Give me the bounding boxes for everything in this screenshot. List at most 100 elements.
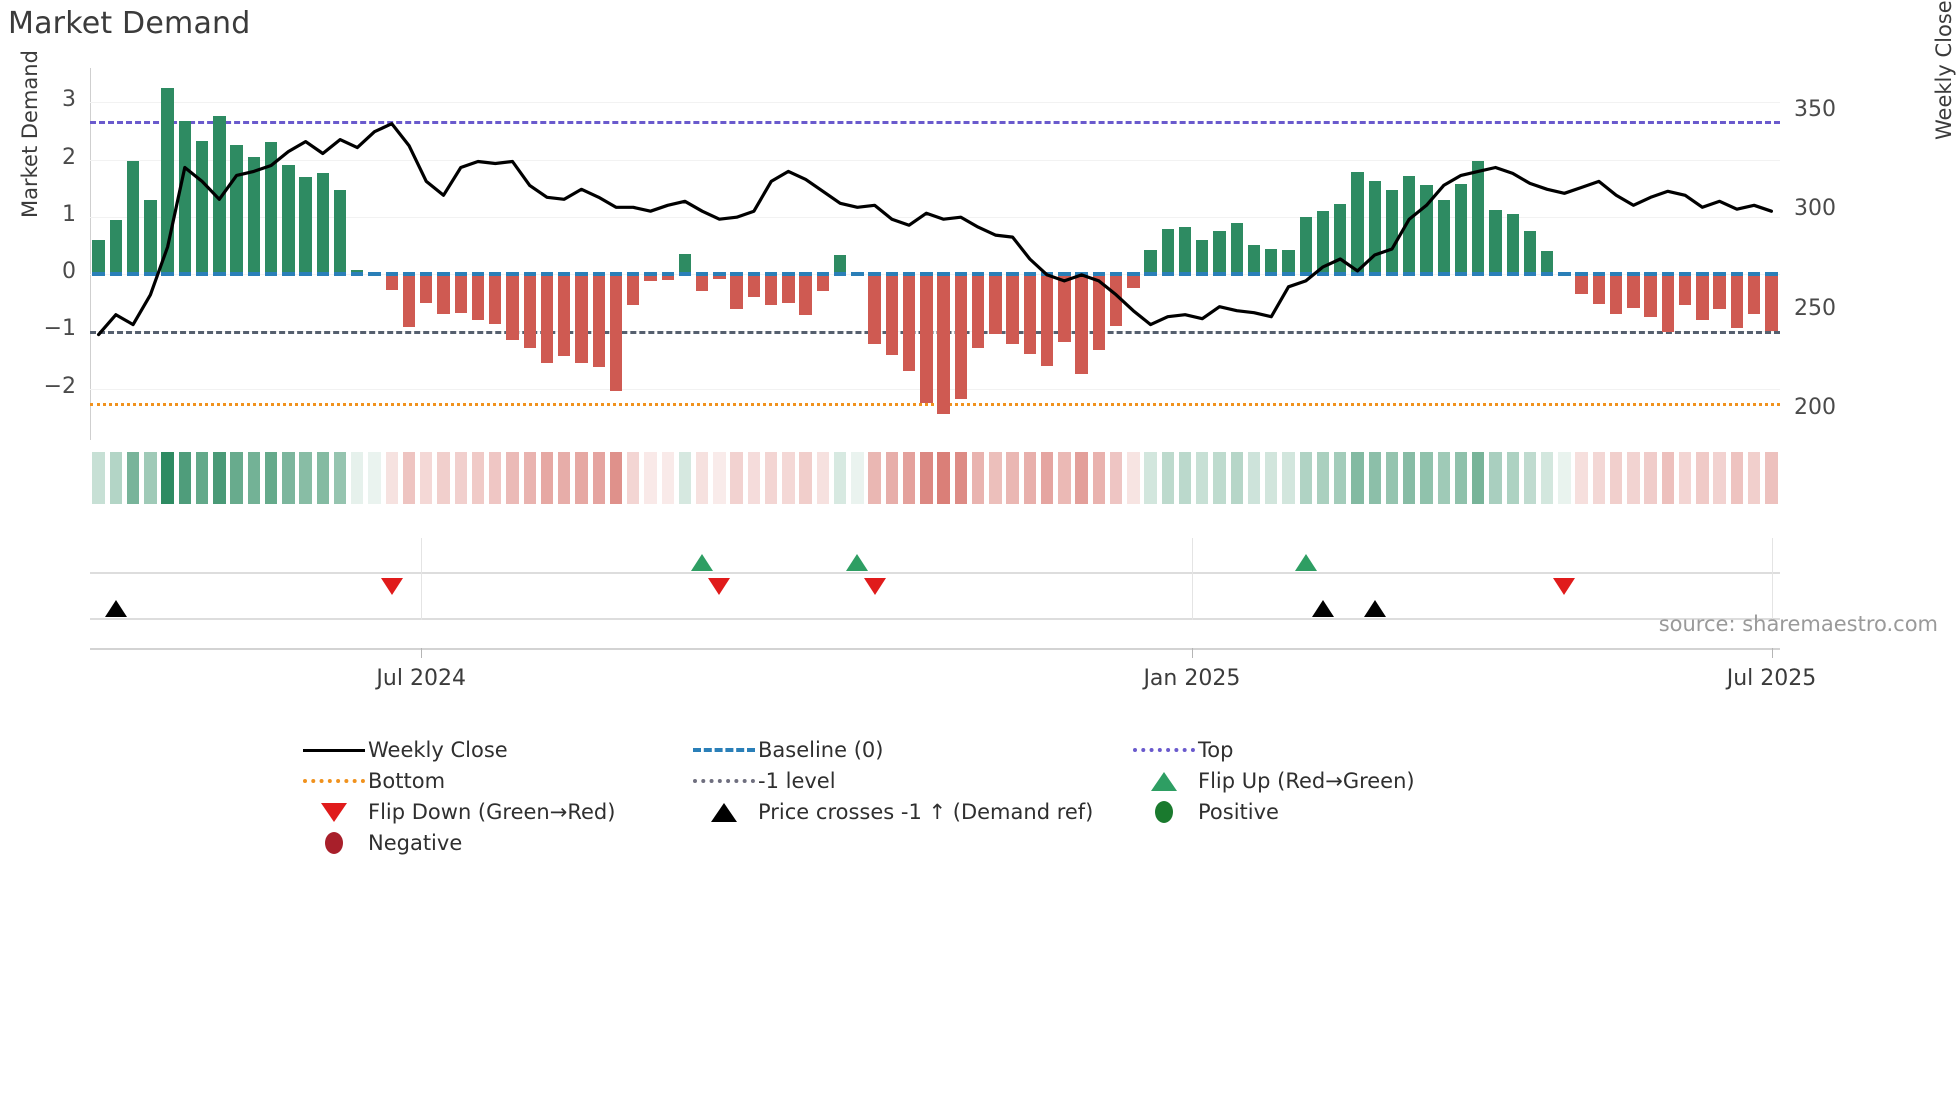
heat-strip-cell	[954, 452, 968, 504]
legend-item-top: Top	[1130, 735, 1630, 765]
baseline-segment	[1420, 272, 1433, 277]
heat-strip-cell	[1040, 452, 1054, 504]
heat-strip-cell	[540, 452, 554, 504]
left-axis-title: Market Demand	[18, 50, 42, 218]
heat-strip-cell	[385, 452, 398, 504]
heat-strip-cell	[868, 452, 881, 504]
baseline-segment	[247, 272, 261, 277]
heat-strip-cell	[1609, 452, 1623, 504]
gridline-y-0	[90, 102, 1780, 104]
heat-strip-cell	[1385, 452, 1399, 504]
demand-bar	[213, 115, 226, 275]
x-tick	[1191, 648, 1193, 658]
baseline-segment	[1713, 272, 1726, 277]
positive-dot-icon	[1155, 801, 1173, 823]
baseline-segment	[868, 272, 881, 277]
heat-strip-cell	[1247, 452, 1261, 504]
demand-bar	[144, 199, 157, 275]
heat-strip-cell	[816, 452, 830, 504]
demand-heat-strip	[90, 452, 1780, 504]
baseline-segment	[713, 272, 726, 277]
left-tick-label: −1	[43, 316, 76, 342]
demand-bar	[1575, 274, 1588, 295]
demand-bar	[1265, 248, 1278, 275]
demand-bar	[661, 274, 674, 280]
baseline-segment	[730, 272, 743, 277]
heat-strip-cell	[368, 452, 381, 504]
heat-strip-cell	[264, 452, 278, 504]
legend-label: -1 level	[758, 769, 836, 793]
demand-bar	[1472, 160, 1485, 275]
heat-strip-cell	[1196, 452, 1209, 504]
demand-bar	[937, 274, 950, 415]
demand-bar	[971, 274, 985, 349]
heat-strip-cell	[937, 452, 950, 504]
demand-bar	[1161, 229, 1174, 274]
baseline-segment	[1109, 272, 1123, 277]
right-tick-label: 350	[1794, 96, 1836, 122]
flip-down-marker	[708, 578, 731, 595]
gridline-y-3	[90, 274, 1780, 275]
legend-swatch	[690, 802, 758, 822]
heat-strip-cell	[1316, 452, 1330, 504]
demand-bar	[299, 176, 312, 275]
baseline-segment	[454, 272, 467, 277]
demand-bar	[1368, 181, 1381, 275]
heat-strip-cell	[989, 452, 1002, 504]
baseline-segment	[1575, 272, 1588, 277]
baseline-segment	[1540, 272, 1554, 277]
legend-label: Positive	[1198, 800, 1279, 824]
baseline-segment	[1368, 272, 1381, 277]
legend-label: Price crosses -1 ↑ (Demand ref)	[758, 800, 1094, 824]
baseline-segment	[1161, 272, 1174, 277]
flip-down-marker	[1553, 578, 1576, 595]
heat-strip-cell	[92, 452, 105, 504]
baseline-segment	[971, 272, 985, 277]
heat-strip-cell	[678, 452, 692, 504]
flip-down-marker	[380, 578, 403, 595]
demand-bar	[523, 274, 536, 349]
baseline-segment	[1472, 272, 1485, 277]
legend-item-minus1: -1 level	[690, 766, 1130, 796]
baseline-segment	[1696, 272, 1709, 277]
demand-bar	[868, 274, 881, 344]
demand-bar	[506, 274, 519, 340]
heat-strip-cell	[1127, 452, 1140, 504]
legend-item-price-cross: Price crosses -1 ↑ (Demand ref)	[690, 797, 1130, 827]
baseline-segment	[1437, 272, 1450, 277]
baseline-segment	[1144, 272, 1157, 277]
demand-bar	[195, 140, 209, 275]
legend-label: Bottom	[368, 769, 446, 793]
baseline-segment	[644, 272, 657, 277]
baseline-segment	[989, 272, 1002, 277]
heat-strip-cell	[782, 452, 795, 504]
baseline-segment	[575, 272, 588, 277]
demand-bar	[454, 274, 467, 313]
heat-strip-cell	[1420, 452, 1433, 504]
bottom-swatch-icon	[303, 779, 365, 783]
baseline-segment	[299, 272, 312, 277]
heat-strip-cell	[1161, 452, 1174, 504]
baseline-segment	[764, 272, 778, 277]
demand-bar	[385, 274, 398, 291]
heat-strip-cell	[247, 452, 261, 504]
x-axis: Jul 2024 Jan 2025 Jul 2025	[90, 648, 1816, 708]
price-cross-marker	[104, 600, 127, 617]
demand-bar	[420, 274, 433, 303]
demand-bar	[902, 274, 916, 372]
heat-strip-cell	[695, 452, 709, 504]
baseline-segment	[161, 272, 174, 277]
baseline-segment	[833, 272, 847, 277]
flip-down-marker	[863, 578, 886, 595]
baseline-segment	[523, 272, 536, 277]
legend-item-empty	[690, 828, 1130, 858]
baseline-segment	[1747, 272, 1761, 277]
baseline-segment	[1506, 272, 1519, 277]
baseline-segment	[1454, 272, 1468, 277]
baseline-segment	[816, 272, 830, 277]
heat-strip-cell	[1351, 452, 1364, 504]
weekly-close-swatch-icon	[303, 748, 365, 752]
demand-bar	[816, 274, 830, 292]
heat-strip-cell	[1592, 452, 1606, 504]
demand-bar	[1230, 222, 1243, 275]
